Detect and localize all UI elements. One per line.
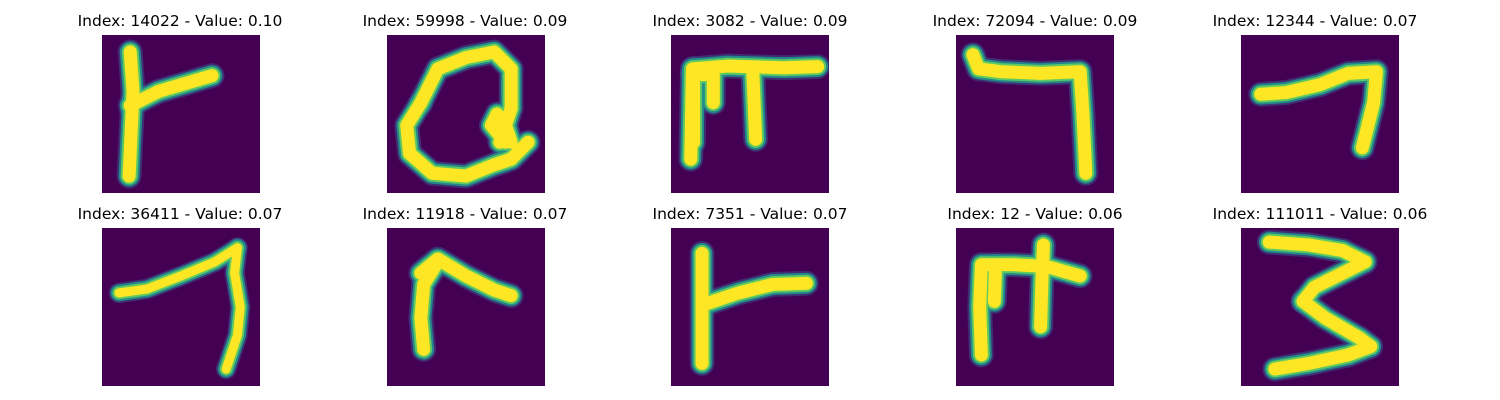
digit-glyph bbox=[956, 228, 1114, 386]
panel-title: Index: 111011 - Value: 0.06 bbox=[1212, 205, 1428, 223]
glyph-stroke-layer bbox=[1262, 235, 1378, 376]
digit-glyph bbox=[102, 228, 260, 386]
digit-image bbox=[671, 228, 829, 386]
digit-glyph bbox=[671, 35, 829, 193]
glyph-stroke-layer bbox=[973, 238, 1087, 362]
digit-glyph bbox=[956, 35, 1114, 193]
digit-glyph bbox=[1241, 35, 1399, 193]
digit-image bbox=[102, 35, 260, 193]
digit-glyph bbox=[1241, 228, 1399, 386]
panel-title: Index: 12 - Value: 0.06 bbox=[947, 205, 1123, 223]
glyph-stroke-layer bbox=[1254, 65, 1383, 155]
glyph-stroke bbox=[987, 259, 1002, 308]
digit-glyph bbox=[102, 35, 260, 193]
digit-image bbox=[387, 228, 545, 386]
digit-image bbox=[102, 228, 260, 386]
glyph-stroke bbox=[966, 48, 1093, 180]
glyph-stroke bbox=[400, 96, 535, 183]
glyph-stroke bbox=[114, 243, 242, 298]
glyph-stroke bbox=[122, 45, 140, 183]
panel-title: Index: 59998 - Value: 0.09 bbox=[362, 12, 568, 30]
digit-image bbox=[956, 35, 1114, 193]
glyph-stroke bbox=[1262, 235, 1372, 308]
glyph-stroke bbox=[1254, 65, 1383, 155]
panel-title: Index: 11918 - Value: 0.07 bbox=[362, 205, 568, 223]
glyph-stroke bbox=[123, 69, 219, 113]
digit-image bbox=[1241, 35, 1399, 193]
glyph-stroke-layer bbox=[122, 45, 219, 183]
glyph-stroke-layer bbox=[695, 246, 813, 370]
glyph-stroke-layer bbox=[966, 48, 1093, 180]
glyph-stroke bbox=[414, 45, 518, 149]
digit-glyph bbox=[387, 35, 545, 193]
panel-title: Index: 12344 - Value: 0.07 bbox=[1212, 12, 1418, 30]
glyph-stroke bbox=[221, 243, 245, 374]
panel-title: Index: 36411 - Value: 0.07 bbox=[77, 205, 283, 223]
glyph-stroke bbox=[1034, 238, 1050, 334]
digit-image bbox=[387, 35, 545, 193]
panel-title: Index: 14022 - Value: 0.10 bbox=[77, 12, 283, 30]
glyph-stroke bbox=[746, 65, 763, 146]
glyph-stroke-layer bbox=[400, 45, 535, 183]
glyph-stroke bbox=[1268, 294, 1378, 376]
digit-image bbox=[1241, 228, 1399, 386]
digit-image bbox=[671, 35, 829, 193]
glyph-stroke-layer bbox=[114, 243, 245, 374]
digit-image bbox=[956, 228, 1114, 386]
glyph-stroke bbox=[698, 276, 813, 311]
digit-glyph bbox=[671, 228, 829, 386]
panel-title: Index: 72094 - Value: 0.09 bbox=[932, 12, 1138, 30]
glyph-stroke-layer bbox=[414, 252, 518, 356]
digit-glyph bbox=[387, 228, 545, 386]
glyph-stroke bbox=[484, 107, 518, 149]
glyph-stroke-layer bbox=[684, 59, 825, 166]
panel-title: Index: 7351 - Value: 0.07 bbox=[652, 205, 848, 223]
glyph-stroke bbox=[414, 255, 445, 356]
panel-title: Index: 3082 - Value: 0.09 bbox=[652, 12, 848, 30]
